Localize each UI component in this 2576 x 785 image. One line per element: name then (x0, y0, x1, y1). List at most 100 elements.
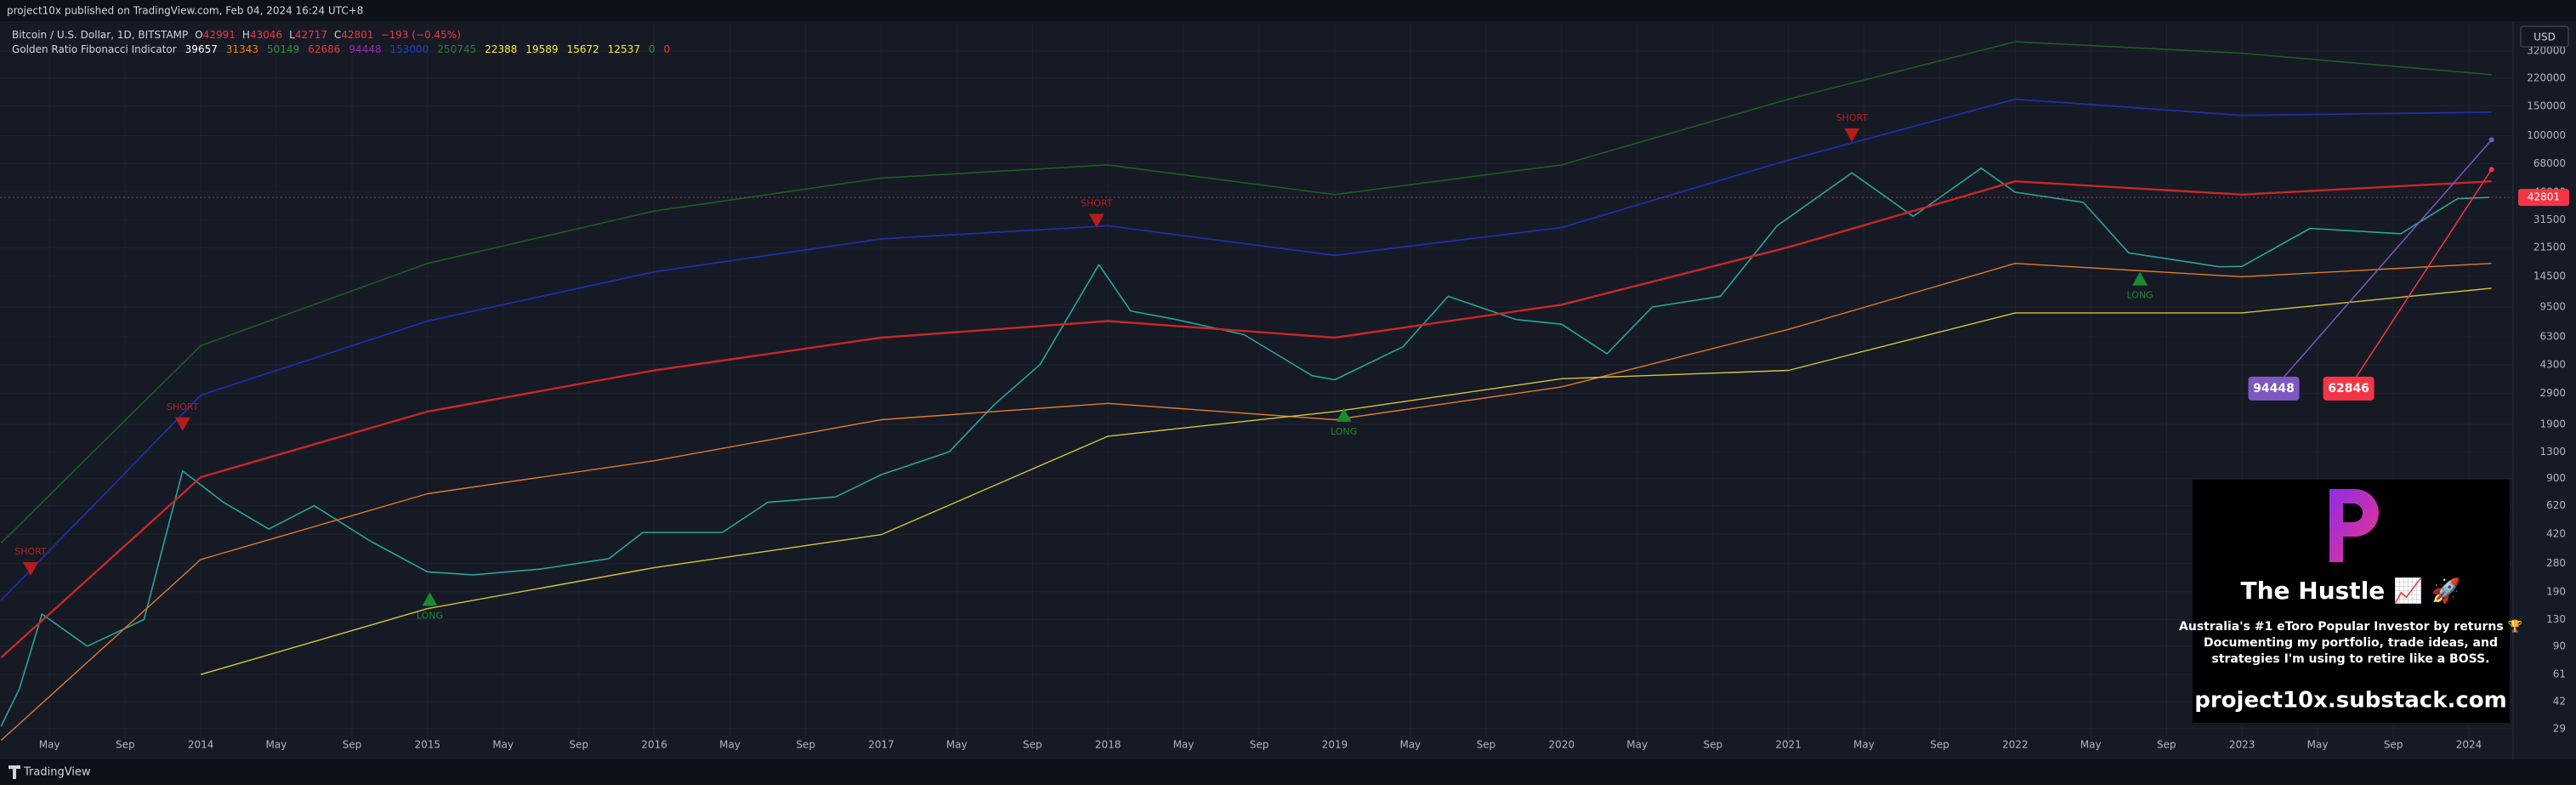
x-tick-label: Sep (796, 739, 815, 751)
band-line (0, 98, 2492, 601)
legend-item: 31343 (226, 43, 258, 55)
x-tick-label: Sep (1023, 739, 1042, 751)
promo-background (2193, 480, 2510, 723)
annotation-label: LONG (1331, 426, 1357, 437)
x-tick-label: May (946, 739, 967, 751)
legend-item: 153000 (390, 43, 429, 55)
header-text: project10x published on TradingView.com,… (7, 5, 363, 17)
y-tick-label: 6300 (2539, 331, 2566, 343)
x-tick-label: May (39, 739, 60, 751)
legend-item: 0 (664, 43, 671, 55)
x-tick-label: May (1626, 739, 1648, 751)
footer-bar (0, 759, 2576, 785)
currency-label: USD (2533, 31, 2556, 43)
promo-line: strategies I'm using to retire like a BO… (2211, 652, 2489, 666)
short-marker (174, 417, 190, 431)
y-tick-label: 4300 (2539, 358, 2566, 370)
x-tick-label: 2021 (1775, 739, 1801, 751)
short-marker (23, 561, 39, 576)
y-tick-label: 61 (2553, 668, 2566, 680)
y-tick-label: 21500 (2533, 242, 2566, 253)
y-tick-label: 150000 (2527, 100, 2566, 111)
y-tick-label: 42 (2553, 696, 2566, 708)
x-tick-label: 2019 (1322, 739, 1348, 751)
long-marker (1336, 407, 1352, 422)
promo-url: project10x.substack.com (2194, 688, 2507, 714)
target-line (2347, 168, 2493, 390)
target-point (2488, 167, 2494, 173)
x-tick-label: 2022 (2002, 739, 2028, 751)
legend-row: Bitcoin / U.S. Dollar, 1D, BITSTAMP O4299… (12, 29, 461, 41)
band-line (0, 41, 2492, 543)
legend-item: Golden Ratio Fibonacci Indicator (12, 43, 177, 55)
legend-item: 42717 (295, 29, 327, 41)
legend-row: Golden Ratio Fibonacci Indicator 39657 313… (12, 43, 670, 55)
x-tick-label: May (266, 739, 287, 751)
x-tick-label: 2017 (868, 739, 894, 751)
legend-item: 250745 (437, 43, 476, 55)
last-price-label: 42801 (2528, 191, 2560, 203)
x-tick-label: May (492, 739, 513, 751)
x-tick-label: 2014 (188, 739, 214, 751)
y-tick-label: 90 (2553, 640, 2566, 651)
legend-item: 42991 (203, 29, 235, 41)
y-tick-label: 190 (2546, 585, 2566, 597)
x-tick-label: May (719, 739, 740, 751)
promo-line: Documenting my portfolio, trade ideas, a… (2204, 636, 2498, 650)
legend-item: −193 (−0.45%) (381, 29, 461, 41)
y-tick-label: 1900 (2539, 418, 2566, 429)
annotation-label: LONG (417, 610, 443, 621)
legend-item: H (242, 29, 250, 41)
x-tick-label: Sep (570, 739, 589, 751)
y-tick-label: 280 (2546, 557, 2566, 569)
x-tick-label: Sep (2384, 739, 2403, 751)
legend-item: 94448 (349, 43, 381, 55)
x-tick-label: May (1399, 739, 1421, 751)
band-line (0, 180, 2492, 659)
x-tick-label: Sep (1250, 739, 1269, 751)
x-tick-label: Sep (1703, 739, 1722, 751)
band-line (200, 287, 2492, 675)
header-bar (0, 0, 2576, 21)
legend-item: Bitcoin / U.S. Dollar, 1D, BITSTAMP (12, 29, 188, 41)
currency-button[interactable] (2520, 26, 2569, 48)
x-tick-label: Sep (343, 739, 362, 751)
y-tick-label: 9500 (2539, 300, 2566, 312)
short-marker (1088, 213, 1104, 228)
y-tick-label: 29 (2553, 722, 2566, 734)
legend-item: 42801 (341, 29, 373, 41)
legend-item: 43046 (250, 29, 282, 41)
annotation-label: SHORT (167, 401, 199, 412)
legend-item: 50149 (267, 43, 299, 55)
y-tick-label: 420 (2546, 527, 2566, 539)
promo-title: The Hustle 📈 🚀 (2241, 577, 2461, 605)
x-tick-label: Sep (1477, 739, 1496, 751)
y-tick-label: 1300 (2539, 446, 2566, 458)
legend-item: 62686 (308, 43, 340, 55)
price-line (0, 167, 2490, 727)
x-tick-label: May (2307, 739, 2329, 751)
y-tick-label: 100000 (2527, 129, 2566, 141)
legend-item: C (334, 29, 341, 41)
legend-item: O (195, 29, 202, 41)
x-tick-label: 2020 (1549, 739, 1575, 751)
legend-item: L (289, 29, 295, 41)
y-tick-label: 14500 (2533, 270, 2566, 282)
legend-item: 39657 (185, 43, 218, 55)
y-tick-label: 320000 (2527, 44, 2566, 56)
x-tick-label: May (1853, 739, 1875, 751)
x-tick-label: 2016 (641, 739, 667, 751)
y-axis-panel (2513, 21, 2576, 759)
x-tick-label: May (2080, 739, 2102, 751)
tv-logo (9, 765, 20, 779)
legend-item: 0 (649, 43, 655, 55)
legend-item: 22388 (485, 43, 517, 55)
legend-item: 19589 (525, 43, 558, 55)
y-tick-label: 130 (2546, 613, 2566, 625)
band-line (0, 263, 2492, 742)
y-tick-label: 620 (2546, 499, 2566, 511)
target-point (2488, 137, 2494, 143)
annotation-label: LONG (2127, 290, 2153, 301)
